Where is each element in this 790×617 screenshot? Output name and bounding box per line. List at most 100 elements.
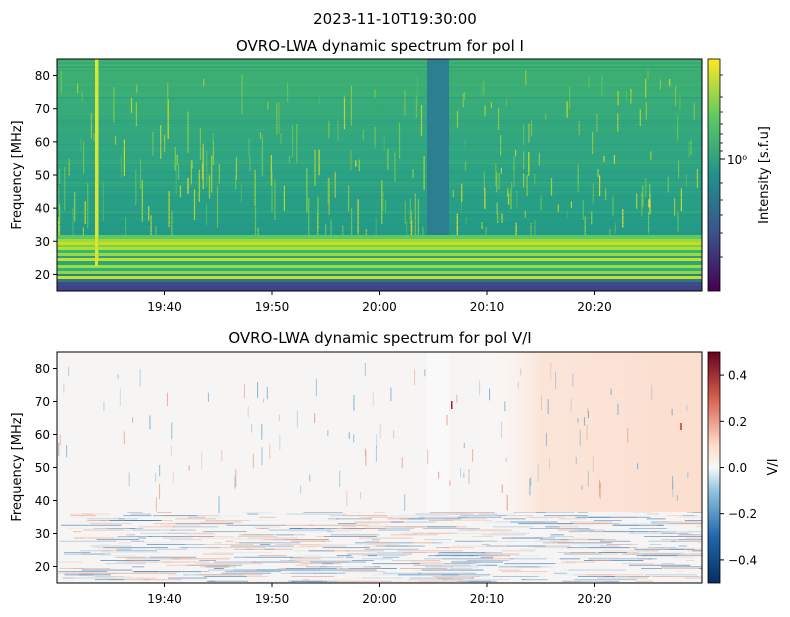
heatmap-pol-i-streak bbox=[597, 169, 599, 178]
heatmap-pol-vi-band bbox=[303, 555, 322, 557]
heatmap-pol-vi-streak bbox=[247, 406, 249, 418]
heatmap-pol-i-streak bbox=[362, 130, 364, 140]
heatmap-pol-i-streak bbox=[276, 103, 278, 135]
heatmap-pol-vi-band bbox=[300, 563, 342, 565]
heatmap-pol-vi-band bbox=[557, 542, 613, 544]
heatmap-pol-vi-band bbox=[634, 548, 695, 550]
heatmap-pol-vi-band bbox=[431, 542, 443, 544]
heatmap-pol-vi-streak bbox=[540, 395, 542, 411]
heatmap-pol-i-streak bbox=[498, 173, 500, 190]
heatmap-pol-i-streak bbox=[465, 217, 467, 224]
heatmap-pol-i-streak bbox=[501, 213, 503, 223]
heatmap-pol-i-streak bbox=[617, 91, 619, 106]
heatmap-pol-i-streak bbox=[254, 169, 256, 207]
heatmap-pol-vi-band bbox=[320, 528, 337, 529]
heatmap-pol-i-streak bbox=[667, 176, 669, 193]
heatmap-pol-vi-band bbox=[124, 556, 190, 558]
heatmap-pol-vi-band bbox=[328, 515, 343, 517]
heatmap-pol-vi-band bbox=[149, 556, 197, 558]
heatmap-pol-vi-band bbox=[692, 550, 702, 552]
heatmap-pol-vi-band bbox=[337, 523, 357, 525]
heatmap-pol-vi-band bbox=[358, 516, 425, 518]
heatmap-pol-i-streak bbox=[648, 199, 650, 208]
heatmap-pol-i-streak bbox=[328, 177, 330, 215]
heatmap-pol-vi-band bbox=[370, 542, 388, 544]
heatmap-pol-vi-band bbox=[607, 513, 628, 515]
heatmap-pol-i-row bbox=[57, 66, 702, 67]
heatmap-pol-vi-band bbox=[295, 560, 358, 561]
colorbar-pol-i-ticks bbox=[720, 74, 725, 258]
heatmap-pol-vi-band bbox=[511, 537, 539, 539]
heatmap-pol-vi-band bbox=[470, 555, 511, 557]
heatmap-pol-i-row bbox=[57, 163, 702, 164]
heatmap-pol-i-row bbox=[57, 159, 702, 161]
heatmap-pol-vi-band bbox=[347, 553, 413, 555]
heatmap-pol-vi-band bbox=[59, 540, 117, 542]
heatmap-pol-vi-band bbox=[615, 516, 631, 518]
heatmap-pol-i-streak bbox=[685, 173, 687, 188]
heatmap-pol-vi-band bbox=[622, 563, 654, 565]
heatmap-pol-vi-band bbox=[549, 524, 592, 526]
heatmap-pol-i-streak bbox=[348, 185, 350, 212]
heatmap-pol-vi-streak bbox=[637, 463, 639, 470]
heatmap-pol-i-streak bbox=[498, 108, 500, 130]
heatmap-pol-vi-band bbox=[536, 512, 546, 513]
heatmap-pol-vi-band bbox=[486, 545, 546, 547]
heatmap-pol-vi-band bbox=[472, 536, 494, 537]
heatmap-pol-vi-streak bbox=[671, 408, 673, 416]
heatmap-pol-vi-band bbox=[480, 556, 494, 558]
heatmap-pol-i-gap-band bbox=[427, 59, 449, 235]
heatmap-pol-vi-band bbox=[605, 523, 647, 525]
heatmap-pol-i-streak bbox=[416, 75, 418, 104]
heatmap-pol-i-streak bbox=[495, 163, 497, 187]
heatmap-pol-i-streak bbox=[592, 131, 594, 155]
heatmap-pol-i-streak bbox=[530, 120, 533, 136]
heatmap-pol-vi-band bbox=[399, 513, 463, 515]
heatmap-pol-vi-band bbox=[644, 536, 702, 537]
heatmap-pol-i-streak bbox=[241, 74, 243, 115]
heatmap-pol-vi-band bbox=[327, 566, 354, 568]
heatmap-pol-i-streak bbox=[639, 109, 641, 126]
heatmap-pol-vi-band bbox=[663, 531, 702, 533]
heatmap-pol-vi-band bbox=[534, 576, 546, 577]
ytick-label-pol-i: 40 bbox=[35, 202, 50, 216]
heatmap-pol-vi-band bbox=[97, 548, 149, 550]
heatmap-pol-i-streak bbox=[84, 201, 86, 225]
heatmap-pol-vi-band bbox=[283, 524, 314, 526]
heatmap-pol-i-streak bbox=[582, 200, 584, 220]
heatmap-pol-vi-band bbox=[346, 566, 375, 568]
heatmap-pol-i-streak bbox=[679, 94, 681, 110]
heatmap-pol-i-streak bbox=[235, 176, 237, 190]
heatmap-pol-vi-band bbox=[500, 531, 507, 533]
heatmap-pol-vi-band bbox=[390, 534, 438, 536]
heatmap-pol-i-streak bbox=[59, 203, 61, 245]
heatmap-pol-vi-streak bbox=[545, 432, 547, 447]
heatmap-pol-vi-band bbox=[306, 566, 343, 568]
heatmap-pol-vi-band bbox=[113, 572, 177, 574]
ytick-label-pol-vi: 20 bbox=[35, 560, 50, 574]
heatmap-pol-vi-streak bbox=[451, 401, 453, 409]
heatmap-pol-vi-streak bbox=[472, 449, 474, 462]
ytick-label-pol-vi: 80 bbox=[35, 362, 50, 376]
heatmap-pol-vi-band bbox=[544, 515, 588, 517]
heatmap-pol-i-row bbox=[57, 197, 702, 198]
heatmap-pol-i-streak bbox=[374, 126, 376, 149]
heatmap-pol-vi-band bbox=[678, 523, 702, 525]
ytick-label-pol-vi: 50 bbox=[35, 461, 50, 475]
heatmap-pol-vi-band bbox=[692, 512, 702, 513]
heatmap-pol-vi-band bbox=[268, 529, 332, 531]
heatmap-pol-vi-band bbox=[482, 540, 543, 542]
ytick-label-pol-i: 70 bbox=[35, 102, 50, 116]
heatmap-pol-vi-band bbox=[558, 548, 565, 550]
heatmap-pol-i-streak bbox=[603, 156, 605, 163]
heatmap-pol-i-streak bbox=[500, 135, 502, 156]
heatmap-pol-vi-band bbox=[259, 544, 271, 545]
heatmap-pol-vi bbox=[57, 352, 702, 583]
heatmap-pol-vi-streak bbox=[59, 434, 61, 446]
heatmap-pol-vi-streak bbox=[159, 483, 161, 500]
heatmap-pol-vi-band bbox=[573, 574, 613, 576]
heatmap-pol-vi-band bbox=[302, 579, 311, 581]
heatmap-pol-vi-streak bbox=[166, 392, 168, 407]
heatmap-pol-vi-band bbox=[518, 523, 573, 525]
heatmap-pol-vi-band bbox=[143, 579, 183, 581]
